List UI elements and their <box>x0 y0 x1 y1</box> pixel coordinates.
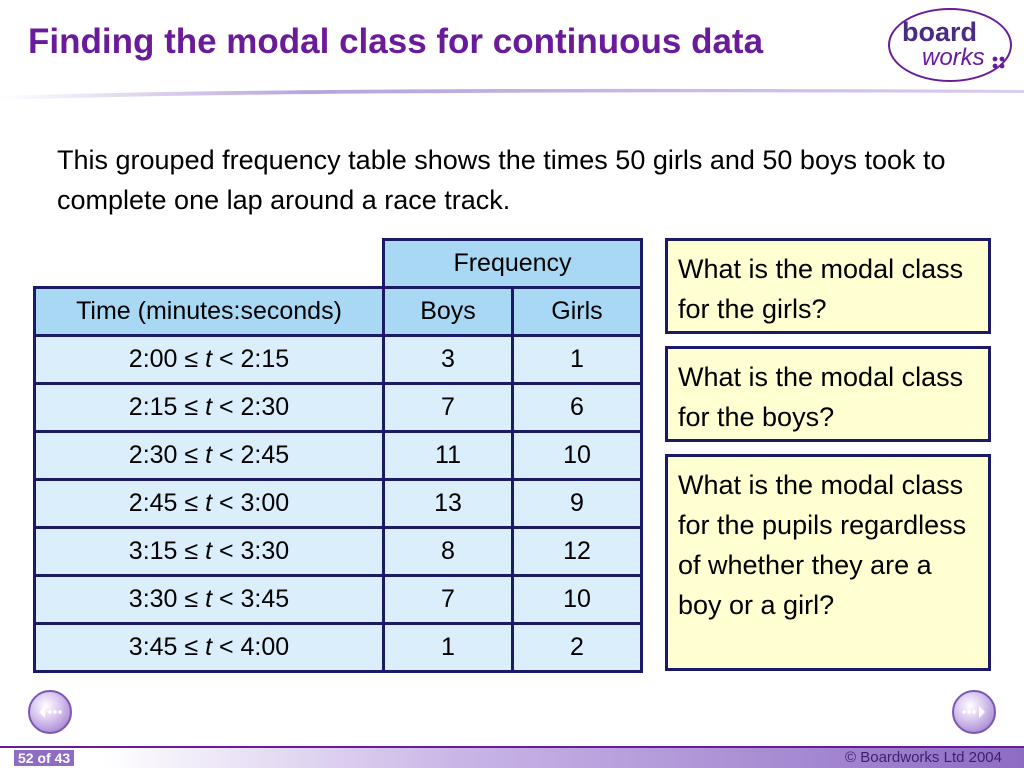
page-number: 52 of 43 <box>14 750 75 766</box>
next-slide-button[interactable] <box>952 690 996 734</box>
time-variable: t <box>205 633 213 661</box>
boys-frequency-cell: 3 <box>382 334 514 385</box>
question-boys: What is the modal class for the boys? <box>665 346 991 442</box>
time-class-cell: 2:15 ≤ t < 2:30 <box>33 382 385 433</box>
boys-frequency-cell: 1 <box>382 622 514 673</box>
time-variable: t <box>205 585 213 613</box>
logo-ring <box>888 8 1012 82</box>
previous-slide-icon <box>39 706 62 718</box>
class-lower-bound: 3:15 ≤ <box>128 537 206 565</box>
class-upper-bound: < 2:45 <box>212 441 290 469</box>
class-lower-bound: 2:30 ≤ <box>128 441 206 469</box>
girls-frequency-cell: 1 <box>511 334 643 385</box>
logo-word-works: works <box>922 44 985 71</box>
time-variable: t <box>205 489 213 517</box>
footer-bar <box>0 748 1024 768</box>
table-row: 3:15 ≤ t < 3:30 8 12 <box>33 526 643 577</box>
class-upper-bound: < 2:30 <box>212 393 290 421</box>
class-lower-bound: 2:15 ≤ <box>128 393 206 421</box>
girls-frequency-cell: 9 <box>511 478 643 529</box>
class-upper-bound: < 2:15 <box>212 345 290 373</box>
time-column-header: Time (minutes:seconds) <box>33 286 385 337</box>
footer-rule <box>0 746 1024 748</box>
table-group-header-row: Frequency <box>35 238 643 289</box>
logo-word-board: board <box>902 17 978 47</box>
time-variable: t <box>205 441 213 469</box>
previous-slide-button[interactable] <box>28 690 72 734</box>
time-class-cell: 2:00 ≤ t < 2:15 <box>33 334 385 385</box>
question-all-pupils: What is the modal class for the pupils r… <box>665 454 991 671</box>
girls-frequency-cell: 10 <box>511 430 643 481</box>
time-class-cell: 2:45 ≤ t < 3:00 <box>33 478 385 529</box>
class-upper-bound: < 3:30 <box>212 537 290 565</box>
class-upper-bound: < 3:45 <box>212 585 290 613</box>
time-class-cell: 3:15 ≤ t < 3:30 <box>33 526 385 577</box>
logo-dots-icon <box>992 56 1005 69</box>
copyright-notice: © Boardworks Ltd 2004 <box>845 749 1002 766</box>
class-upper-bound: < 3:00 <box>212 489 290 517</box>
time-class-cell: 3:45 ≤ t < 4:00 <box>33 622 385 673</box>
table-header-row: Time (minutes:seconds) Boys Girls <box>33 286 643 337</box>
title-underline <box>0 88 1024 100</box>
table-row: 3:30 ≤ t < 3:45 7 10 <box>33 574 643 625</box>
class-lower-bound: 3:30 ≤ <box>128 585 206 613</box>
time-variable: t <box>205 345 213 373</box>
time-variable: t <box>205 393 213 421</box>
girls-frequency-cell: 12 <box>511 526 643 577</box>
boardworks-logo: board works <box>888 8 1012 82</box>
time-class-cell: 2:30 ≤ t < 2:45 <box>33 430 385 481</box>
class-upper-bound: < 4:00 <box>212 633 290 661</box>
slide-title: Finding the modal class for continuous d… <box>28 22 764 61</box>
question-girls: What is the modal class for the girls? <box>665 238 991 334</box>
time-class-cell: 3:30 ≤ t < 3:45 <box>33 574 385 625</box>
boys-frequency-cell: 13 <box>382 478 514 529</box>
girls-frequency-cell: 6 <box>511 382 643 433</box>
class-lower-bound: 3:45 ≤ <box>128 633 206 661</box>
intro-text: This grouped frequency table shows the t… <box>57 145 946 215</box>
boys-frequency-cell: 7 <box>382 382 514 433</box>
table-row: 2:15 ≤ t < 2:30 7 6 <box>33 382 643 433</box>
class-lower-bound: 2:00 ≤ <box>128 345 206 373</box>
frequency-header: Frequency <box>382 238 643 289</box>
table-body: 2:00 ≤ t < 2:15 3 1 2:15 ≤ t < 2:30 7 6 2:30 ≤… <box>33 334 643 673</box>
boys-frequency-cell: 7 <box>382 574 514 625</box>
table-row: 2:45 ≤ t < 3:00 13 9 <box>33 478 643 529</box>
frequency-table: Frequency Time (minutes:seconds) Boys Gi… <box>33 238 643 673</box>
table-row: 3:45 ≤ t < 4:00 1 2 <box>33 622 643 673</box>
girls-column-header: Girls <box>511 286 643 337</box>
boys-frequency-cell: 11 <box>382 430 514 481</box>
boys-column-header: Boys <box>382 286 514 337</box>
boys-frequency-cell: 8 <box>382 526 514 577</box>
time-variable: t <box>205 537 213 565</box>
table-blank-cell <box>35 240 384 288</box>
girls-frequency-cell: 2 <box>511 622 643 673</box>
table-row: 2:30 ≤ t < 2:45 11 10 <box>33 430 643 481</box>
girls-frequency-cell: 10 <box>511 574 643 625</box>
table-row: 2:00 ≤ t < 2:15 3 1 <box>33 334 643 385</box>
class-lower-bound: 2:45 ≤ <box>128 489 206 517</box>
next-slide-icon <box>962 706 985 718</box>
